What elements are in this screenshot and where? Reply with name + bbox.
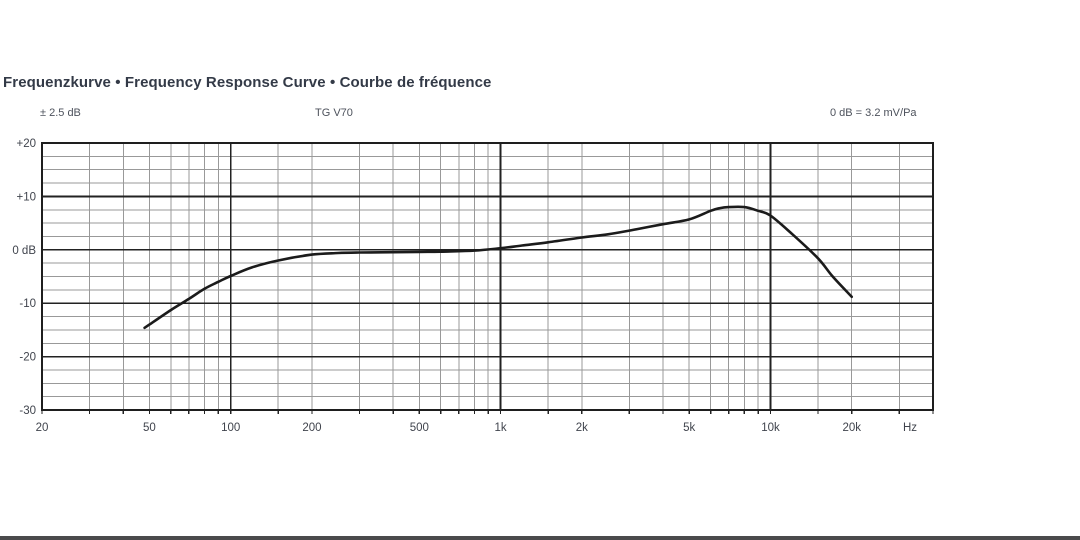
tolerance-label: ± 2.5 dB bbox=[40, 107, 81, 119]
svg-text:50: 50 bbox=[143, 422, 156, 434]
svg-text:0 dB: 0 dB bbox=[12, 245, 36, 257]
svg-text:2k: 2k bbox=[576, 422, 588, 434]
bottom-divider bbox=[0, 536, 1080, 540]
svg-text:20k: 20k bbox=[842, 422, 861, 434]
svg-text:10k: 10k bbox=[761, 422, 780, 434]
svg-text:-10: -10 bbox=[19, 298, 36, 310]
svg-text:100: 100 bbox=[221, 422, 240, 434]
svg-text:5k: 5k bbox=[683, 422, 695, 434]
page-title: Frequenzkurve • Frequency Response Curve… bbox=[3, 74, 492, 91]
grid-minor-lines bbox=[42, 143, 933, 410]
response-curve bbox=[143, 205, 853, 330]
plot-border bbox=[40, 141, 935, 412]
svg-text:-20: -20 bbox=[19, 352, 36, 364]
svg-text:1k: 1k bbox=[495, 422, 507, 434]
model-label: TG V70 bbox=[315, 107, 353, 119]
svg-text:500: 500 bbox=[410, 422, 429, 434]
svg-text:-30: -30 bbox=[19, 405, 36, 417]
svg-text:Hz: Hz bbox=[903, 422, 917, 434]
sensitivity-label: 0 dB = 3.2 mV/Pa bbox=[830, 107, 917, 119]
svg-text:200: 200 bbox=[302, 422, 321, 434]
svg-text:20: 20 bbox=[36, 422, 49, 434]
svg-text:+20: +20 bbox=[16, 138, 36, 150]
svg-text:+10: +10 bbox=[16, 191, 36, 203]
